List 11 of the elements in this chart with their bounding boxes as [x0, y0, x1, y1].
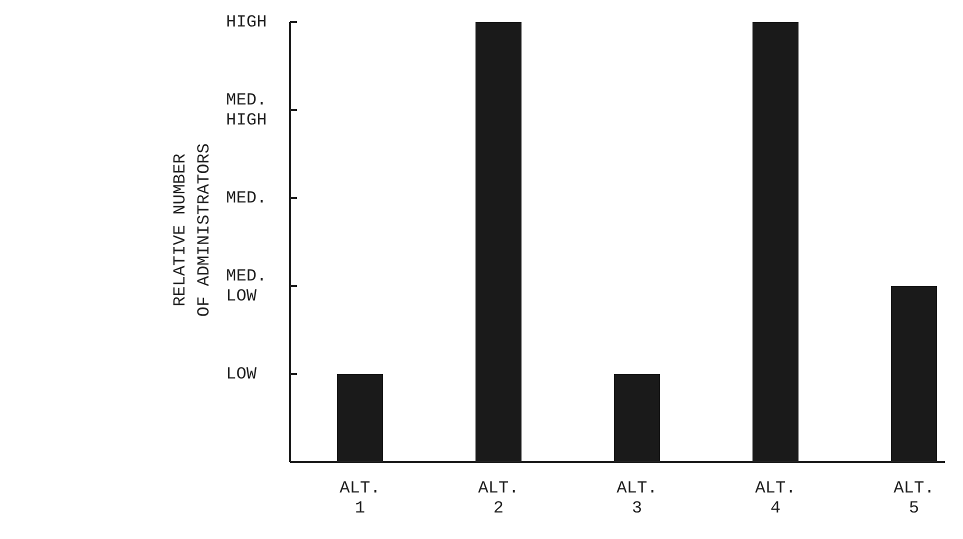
text: LOW — [226, 365, 258, 384]
text: MED. HIGH — [226, 91, 267, 130]
text: HIGH — [226, 13, 267, 32]
x-tick-label: ALT. 4 — [755, 479, 796, 518]
x-tick-label: ALT. 2 — [478, 479, 519, 518]
x-tick-label: ALT. 5 — [894, 479, 934, 518]
x-tick-label: ALT. 3 — [616, 479, 658, 518]
text: MED. LOW — [226, 267, 267, 306]
text: MED. — [226, 189, 267, 208]
y-axis-title: RELATIVE NUMBER OF ADMINISTRATORS — [171, 143, 214, 317]
x-tick-label: ALT. 1 — [340, 479, 380, 518]
